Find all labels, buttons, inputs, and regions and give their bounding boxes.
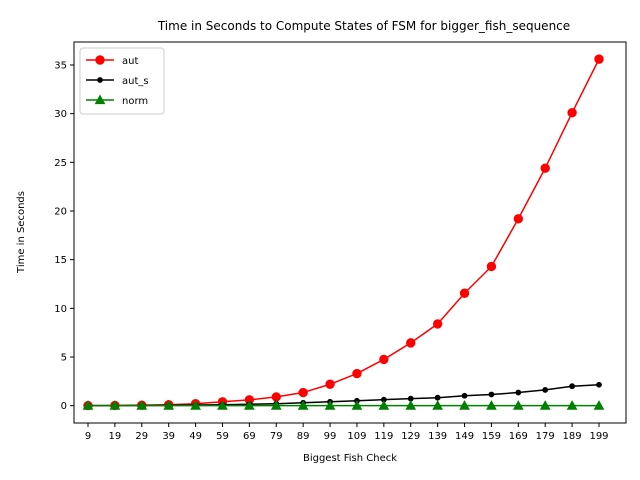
y-tick-label: 0: [61, 401, 67, 412]
data-point-aut: [352, 368, 362, 379]
data-point-aut-s: [596, 381, 602, 388]
axes: 9 19 29 39 49 59 69 79 89 99 109 119 129 139 149 159 169…: [54, 60, 608, 442]
data-point-aut-s: [434, 394, 441, 401]
data-point-norm: [512, 400, 524, 410]
data-point-norm: [459, 400, 470, 410]
data-point-aut: [540, 163, 550, 173]
plot-area: [82, 54, 605, 411]
x-tick-label: 79: [270, 431, 283, 442]
legend-label-norm: norm: [122, 96, 148, 107]
data-point-norm: [163, 400, 175, 410]
x-tick-label: 179: [536, 431, 555, 442]
chart-title: Time in Seconds to Compute States of FSM…: [157, 19, 570, 33]
x-tick-label: 199: [589, 431, 608, 442]
data-point-aut-s: [488, 391, 495, 398]
x-tick-label: 129: [401, 431, 420, 442]
legend-marker-norm: [94, 94, 106, 105]
y-tick-label: 25: [54, 158, 67, 169]
y-tick-label: 35: [54, 60, 67, 71]
x-tick-label: 99: [324, 431, 337, 442]
y-axis-label: Time in Seconds: [16, 191, 27, 274]
x-tick-label: 39: [162, 431, 175, 442]
x-tick-label: 109: [347, 431, 366, 442]
data-point-norm: [432, 400, 443, 410]
data-point-aut: [379, 354, 389, 365]
data-point-norm: [539, 400, 551, 410]
x-tick-label: 69: [243, 431, 256, 442]
x-tick-label: 89: [297, 431, 310, 442]
data-point-norm: [109, 400, 121, 410]
legend-marker-aut: [95, 55, 105, 65]
data-point-norm: [486, 400, 497, 410]
x-tick-label: 19: [109, 431, 122, 442]
data-point-aut: [406, 338, 416, 348]
data-point-aut-s: [515, 389, 522, 396]
x-tick-label: 119: [374, 431, 393, 442]
data-point-norm: [351, 400, 363, 410]
x-tick-label: 9: [85, 431, 91, 442]
data-point-aut: [486, 261, 497, 272]
data-point-norm: [566, 400, 578, 410]
x-tick-label: 139: [428, 431, 447, 442]
legend-label-aut: aut: [122, 56, 138, 67]
data-point-aut: [271, 392, 281, 402]
data-point-norm: [378, 400, 390, 410]
y-tick-label: 5: [61, 353, 67, 364]
x-axis-label: Biggest Fish Check: [303, 453, 397, 464]
x-tick-label: 189: [563, 431, 582, 442]
data-point-aut-s: [542, 387, 549, 393]
data-point-aut: [298, 387, 308, 398]
data-point-aut-s: [461, 392, 468, 399]
legend-marker-aut-s: [97, 77, 103, 83]
plot-frame: [73, 41, 627, 424]
data-point-norm: [405, 400, 417, 410]
data-point-aut: [567, 107, 577, 118]
data-point-aut: [459, 288, 470, 298]
y-tick-label: 30: [54, 109, 67, 120]
y-tick-label: 20: [54, 206, 67, 217]
data-point-norm: [270, 400, 282, 410]
data-point-norm: [82, 400, 94, 410]
data-point-norm: [324, 400, 336, 410]
x-tick-label: 29: [135, 431, 148, 442]
data-point-norm: [593, 400, 605, 410]
x-tick-label: 49: [189, 431, 202, 442]
y-tick-label: 10: [54, 304, 67, 315]
data-point-norm: [244, 400, 255, 410]
data-point-norm: [297, 400, 309, 410]
legend-label-aut-s: aut_s: [122, 76, 149, 87]
x-tick-label: 59: [216, 431, 229, 442]
data-point-aut: [513, 214, 524, 224]
data-point-norm: [217, 400, 228, 410]
data-point-aut: [594, 54, 604, 64]
data-point-aut: [325, 379, 335, 389]
x-tick-label: 169: [509, 431, 528, 442]
data-point-norm: [190, 400, 201, 410]
data-point-norm: [136, 400, 148, 410]
data-point-aut: [432, 319, 443, 329]
x-tick-label: 149: [455, 431, 474, 442]
y-tick-label: 15: [54, 255, 67, 266]
data-point-aut-s: [569, 383, 576, 390]
x-tick-label: 159: [482, 431, 501, 442]
